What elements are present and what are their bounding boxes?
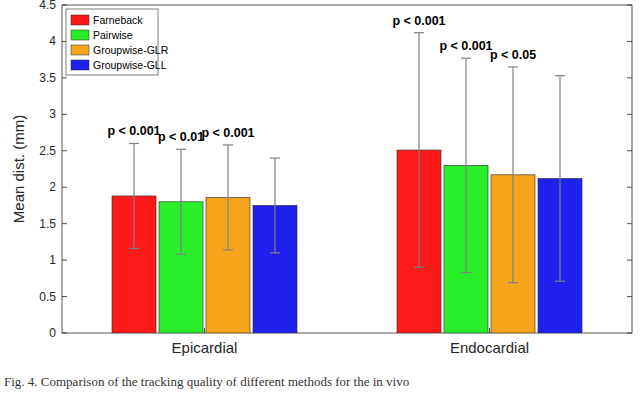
error-bar: [176, 149, 186, 254]
legend-label: Pairwise: [93, 29, 133, 41]
error-stem: [465, 58, 466, 272]
error-cap: [270, 157, 280, 158]
bars: [112, 33, 582, 333]
y-tick-right: [627, 77, 632, 78]
legend-swatch: [71, 60, 89, 70]
error-bar: [270, 158, 280, 253]
error-cap: [223, 249, 233, 250]
y-axis-label: Mean dist. (mm): [10, 115, 27, 223]
error-cap: [129, 248, 139, 249]
p-value: p < 0.05: [490, 48, 536, 62]
error-cap: [270, 252, 280, 253]
error-bar: [555, 76, 565, 282]
p-value: p < 0.01: [158, 130, 204, 144]
y-tick-label: 3: [49, 107, 56, 121]
error-stem: [512, 67, 513, 283]
p-value: p < 0.001: [392, 14, 445, 28]
y-tick-right: [627, 296, 632, 297]
legend-label: Farneback: [93, 14, 143, 26]
y-tick: [62, 150, 67, 151]
error-cap: [414, 267, 424, 268]
error-stem: [133, 143, 134, 248]
y-tick-right: [627, 187, 632, 188]
annotations: p < 0.001p < 0.01p < 0.001p < 0.001p < 0…: [107, 14, 536, 145]
y-tick-right: [627, 333, 632, 334]
caption: Fig. 4. Comparison of the tracking quali…: [4, 374, 409, 389]
y-tick-label: 1: [49, 253, 56, 267]
error-bar: [414, 33, 424, 268]
p-value: p < 0.001: [439, 39, 492, 53]
legend-swatch: [71, 15, 89, 25]
legend-swatch: [71, 45, 89, 55]
y-tick: [62, 260, 67, 261]
plot-frame: [62, 5, 632, 333]
y-tick-label: 1.5: [39, 217, 56, 231]
x-tick: [489, 328, 490, 333]
error-cap: [223, 144, 233, 145]
error-stem: [418, 33, 419, 268]
y-tick: [62, 77, 67, 78]
y-tick: [62, 296, 67, 297]
error-cap: [461, 272, 471, 273]
legend-label: Groupwise-GLR: [93, 44, 169, 56]
legend-swatch: [71, 30, 89, 40]
error-cap: [555, 75, 565, 76]
y-tick-label: 3.5: [39, 71, 56, 85]
y-tick-label: 2.5: [39, 144, 56, 158]
error-bar: [461, 58, 471, 272]
y-tick-label: 0: [49, 326, 56, 340]
error-bar: [129, 143, 139, 248]
error-cap: [414, 32, 424, 33]
x-tick: [204, 328, 205, 333]
p-value: p < 0.001: [201, 126, 254, 140]
error-bar: [223, 145, 233, 250]
error-stem: [227, 145, 228, 250]
y-tick-label: 4: [49, 34, 56, 48]
error-cap: [508, 66, 518, 67]
y-tick-label: 0.5: [39, 290, 56, 304]
error-stem: [274, 158, 275, 253]
error-cap: [508, 282, 518, 283]
legend: Farneback Pairwise Groupwise-GLR Groupwise-…: [66, 9, 169, 75]
y-tick-label: 2: [49, 180, 56, 194]
error-cap: [176, 254, 186, 255]
p-value: p < 0.001: [107, 124, 160, 138]
y-tick-right: [627, 5, 632, 6]
y-tick: [62, 333, 67, 334]
y-tick: [62, 223, 67, 224]
error-cap: [555, 281, 565, 282]
y-tick: [62, 5, 67, 6]
legend-label: Groupwise-GLL: [93, 59, 167, 71]
error-bar: [508, 67, 518, 283]
y-tick-label: 4.5: [39, 0, 56, 12]
error-stem: [559, 76, 560, 282]
error-stem: [180, 149, 181, 254]
x-tick-label: Epicardial: [172, 339, 238, 356]
y-tick: [62, 114, 67, 115]
y-tick: [62, 187, 67, 188]
y-tick-right: [627, 260, 632, 261]
error-cap: [129, 143, 139, 144]
error-cap: [461, 58, 471, 59]
y-tick-right: [627, 114, 632, 115]
chart: 0 0.5 1 1.5 2 2.5 3 3.5 4 4.5 Mean dist. (mm) p < 0…: [0, 0, 640, 393]
y-tick-right: [627, 150, 632, 151]
error-cap: [176, 149, 186, 150]
x-tick-label: Endocardial: [450, 339, 529, 356]
y-tick-right: [627, 41, 632, 42]
y-tick-right: [627, 223, 632, 224]
